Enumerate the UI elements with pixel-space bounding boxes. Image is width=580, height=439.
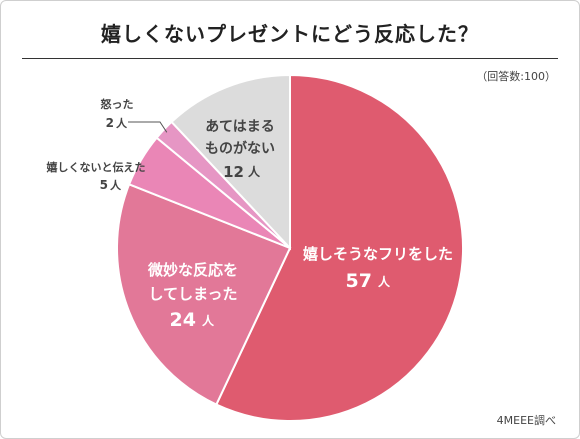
slice-2-unit: 人 [110,178,122,192]
slice-1-value: 24 [170,309,196,331]
slice-1-unit: 人 [202,313,215,328]
slice-3-unit: 人 [116,116,128,130]
leader-line-slice-3 [128,121,168,133]
slice-4-unit: 人 [248,164,261,179]
slice-2-value: 5 [100,178,108,192]
pie-slice-4 [170,73,291,251]
source-credit: 4MEEE調べ [496,414,556,427]
pie-slice-0 [215,73,464,422]
pie-slices [116,73,464,422]
slice-label-2: 嬉しくないと伝えた 5 人 [46,160,146,192]
slice-2-name: 嬉しくないと伝えた [46,160,146,174]
slice-label-4: あてはまる ものがない 12 人 [205,119,275,181]
pie-slice-1 [116,183,292,406]
slice-label-1: 微妙な反応を してしまった 24 人 [147,261,238,331]
slice-1-name-line1: 微妙な反応を [147,261,238,279]
slice-1-name-line2: してしまった [149,285,238,303]
slice-label-3: 怒った 2 人 [101,97,134,130]
slice-4-value: 12 [223,163,244,181]
title-underline [22,58,558,59]
response-count-note: （回答数:100） [476,70,556,83]
leader-lines [128,121,168,133]
slice-0-value: 57 [346,270,372,292]
chart-title: 嬉しくないプレゼントにどう反応した？ [101,22,479,46]
slice-3-value: 2 [106,116,114,130]
slice-4-name-line1: あてはまる [205,119,274,135]
slice-0-name: 嬉しそうなフリをした [302,245,453,263]
slice-label-0: 嬉しそうなフリをした 57 人 [302,245,453,292]
slice-4-name-line2: ものがない [205,140,275,157]
slice-0-unit: 人 [378,274,391,289]
slice-3-name: 怒った [101,97,134,111]
